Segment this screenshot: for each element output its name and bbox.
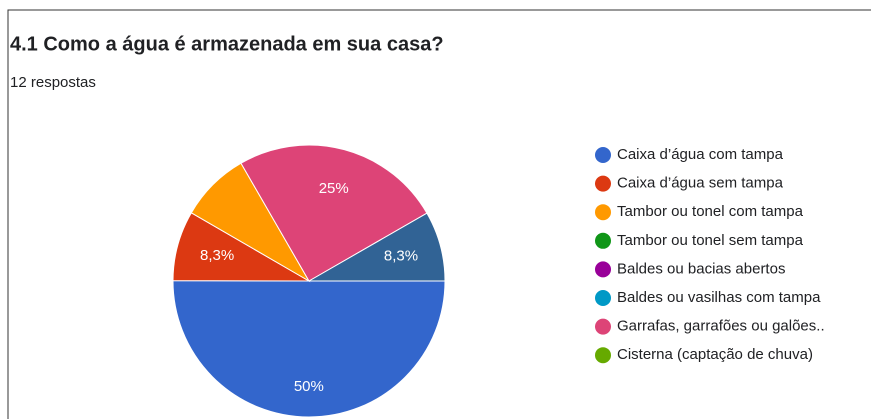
legend-marker [595, 175, 611, 192]
legend-label: Garrafas, garrafões ou galões.. [617, 318, 825, 335]
frame [7, 9, 871, 419]
legend-label: Baldes ou vasilhas com tampa [617, 289, 821, 306]
legend-label: Tambor ou tonel sem tampa [617, 232, 804, 249]
pie-slice [307, 212, 446, 282]
legend-marker [595, 232, 611, 249]
legend-label: Caixa d’água sem tampa [617, 175, 784, 192]
legend-marker [595, 147, 611, 163]
slice-label: 8,3% [200, 247, 234, 264]
legend-marker [595, 318, 611, 335]
legend-label: Baldes ou bacias abertos [617, 260, 785, 277]
legend-label: Tambor ou tonel com tampa [617, 203, 804, 220]
pie-slice [240, 144, 428, 282]
legend-marker [595, 347, 611, 364]
pie-slice [172, 280, 446, 418]
chart-subtitle: 12 respostas [10, 74, 96, 91]
chart-title: 4.1 Como a água é armazenada em sua casa… [10, 33, 444, 55]
slice-label: 50% [294, 378, 324, 395]
slice-label: 8,3% [384, 247, 418, 264]
slice-label: 25% [319, 180, 349, 197]
legend-marker [595, 290, 611, 306]
legend-label: Caixa d’água com tampa [617, 146, 784, 163]
legend-marker [595, 261, 611, 278]
legend-label: Cisterna (captação de chuva) [617, 346, 813, 363]
legend-marker [595, 204, 611, 221]
